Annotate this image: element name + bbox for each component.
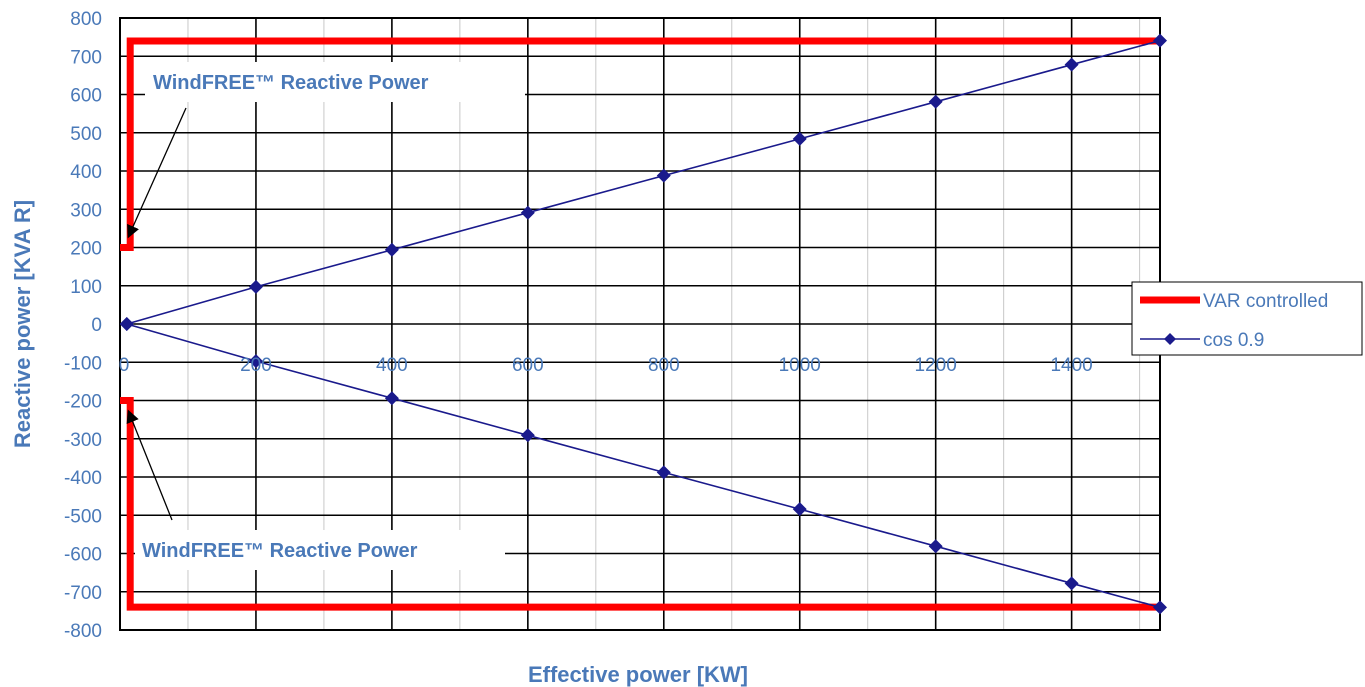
annotation-label: WindFREE™ Reactive Power xyxy=(153,72,429,94)
data-point-cos-0-9 xyxy=(1064,57,1079,72)
y-tick-label: -500 xyxy=(64,506,102,527)
data-point-cos-0-9 xyxy=(119,317,134,331)
y-tick-label: 800 xyxy=(70,9,102,30)
y-tick-label: -200 xyxy=(64,392,102,413)
data-point-cos-0-9 xyxy=(928,539,943,554)
y-tick-label: -600 xyxy=(64,545,102,566)
y-tick-label: -100 xyxy=(64,353,102,374)
x-tick-label: 800 xyxy=(648,355,680,376)
legend-label-cos-0-9: cos 0.9 xyxy=(1203,330,1264,351)
x-tick-label: 200 xyxy=(240,355,272,376)
data-point-cos-0-9 xyxy=(384,242,399,257)
y-tick-label: 700 xyxy=(70,47,102,68)
y-tick-label: -800 xyxy=(64,621,102,642)
annotation-box xyxy=(145,62,525,102)
data-point-cos-0-9 xyxy=(656,465,671,480)
data-point-cos-0-9 xyxy=(248,279,263,294)
y-tick-label: 500 xyxy=(70,124,102,145)
y-tick-label: 200 xyxy=(70,239,102,260)
tick-labels: 8007006005004003002001000-100-200-300-40… xyxy=(64,9,1093,642)
grid xyxy=(119,17,1161,631)
data-point-cos-0-9 xyxy=(1153,600,1167,615)
x-tick-label: 400 xyxy=(376,355,408,376)
y-tick-label: -400 xyxy=(64,468,102,489)
annotation-arrow xyxy=(126,409,173,521)
y-tick-label: -300 xyxy=(64,430,102,451)
data-point-cos-0-9 xyxy=(792,502,807,517)
y-axis-title: Reactive power [KVA R] xyxy=(10,200,35,448)
y-tick-label: 100 xyxy=(70,277,102,298)
data-point-cos-0-9 xyxy=(520,205,535,220)
data-point-cos-0-9 xyxy=(248,354,263,369)
y-tick-label: 0 xyxy=(91,315,102,336)
y-tick-label: -700 xyxy=(64,583,102,604)
legend-label-var-controlled: VAR controlled xyxy=(1203,291,1328,312)
annotations: WindFREE™ Reactive Power WindFREE™ Reacti… xyxy=(126,62,525,570)
data-point-cos-0-9 xyxy=(1064,576,1079,591)
annotation-box xyxy=(135,530,505,570)
legend: VAR controlled cos 0.9 xyxy=(1131,281,1363,356)
annotation-arrow xyxy=(127,107,187,239)
data-point-cos-0-9 xyxy=(520,428,535,443)
series-line-var-controlled xyxy=(120,37,1160,251)
x-tick-label: 0 xyxy=(119,355,130,376)
series-line-var-controlled xyxy=(120,397,1160,611)
y-tick-label: 600 xyxy=(70,86,102,107)
x-axis-title: Effective power [KW] xyxy=(528,662,748,687)
data-point-cos-0-9 xyxy=(384,391,399,406)
data-point-cos-0-9 xyxy=(656,168,671,183)
annotation-label: WindFREE™ Reactive Power xyxy=(142,540,418,562)
y-tick-label: 300 xyxy=(70,200,102,221)
x-tick-label: 1200 xyxy=(915,355,957,376)
data-point-cos-0-9 xyxy=(1153,33,1167,48)
series-layer xyxy=(119,33,1167,615)
x-tick-label: 1400 xyxy=(1050,355,1092,376)
y-tick-label: 400 xyxy=(70,162,102,183)
data-point-cos-0-9 xyxy=(792,131,807,146)
legend-marker-cos-0-9 xyxy=(1164,333,1176,345)
data-point-cos-0-9 xyxy=(928,94,943,109)
x-tick-label: 600 xyxy=(512,355,544,376)
x-tick-label: 1000 xyxy=(779,355,821,376)
